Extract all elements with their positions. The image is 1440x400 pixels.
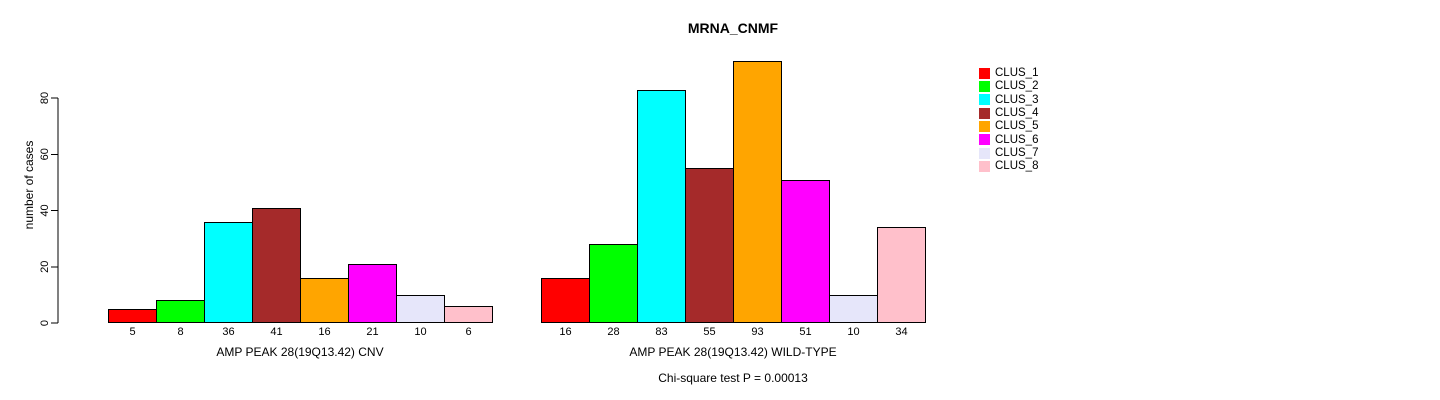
bar-CLUS_6 [348, 264, 397, 323]
legend-label: CLUS_7 [995, 147, 1039, 160]
chart-title: MRNA_CNMF [687, 20, 779, 36]
bar-value-label: 6 [465, 326, 472, 338]
legend-swatch-icon [979, 147, 990, 159]
bar-CLUS_1 [541, 278, 590, 323]
legend-label: CLUS_3 [995, 93, 1039, 106]
y-tick-label: 0 [39, 320, 51, 326]
bar-value-label: 10 [847, 326, 860, 338]
legend-label: CLUS_8 [995, 160, 1039, 173]
legend-row-CLUS_1: CLUS_1 [979, 67, 1038, 79]
legend-swatch-icon [979, 94, 990, 106]
bar-CLUS_4 [252, 208, 301, 323]
legend-row-CLUS_6: CLUS_6 [979, 134, 1038, 146]
legend-row-CLUS_7: CLUS_7 [979, 147, 1038, 159]
bar-value-label: 41 [270, 326, 283, 338]
legend-label: CLUS_4 [995, 107, 1039, 120]
legend-swatch-icon [979, 80, 990, 92]
bar-value-label: 5 [129, 326, 136, 338]
legend-swatch-icon [979, 160, 990, 172]
legend-swatch-icon [979, 67, 990, 79]
bar-value-label: 21 [366, 326, 379, 338]
y-axis-ticks: 0 20 40 60 80 [39, 92, 59, 326]
x-axis-title-left: AMP PEAK 28(19Q13.42) CNV [216, 345, 384, 359]
bar-CLUS_8 [877, 227, 926, 323]
x-axis-title-right: AMP PEAK 28(19Q13.42) WILD-TYPE [629, 345, 837, 359]
legend-row-CLUS_8: CLUS_8 [979, 160, 1038, 172]
bar-value-label: 16 [559, 326, 572, 338]
legend-row-CLUS_4: CLUS_4 [979, 107, 1038, 119]
y-axis-label: number of cases [22, 141, 36, 230]
bar-CLUS_5 [300, 278, 349, 323]
legend-label: CLUS_6 [995, 133, 1039, 146]
bar-value-label: 34 [895, 326, 908, 338]
legend-row-CLUS_5: CLUS_5 [979, 120, 1038, 132]
chi-square-note: Chi-square test P = 0.00013 [658, 371, 808, 385]
legend-swatch-icon [979, 120, 990, 132]
bar-CLUS_3 [637, 90, 686, 323]
legend-label: CLUS_5 [995, 120, 1039, 133]
y-tick-label: 80 [39, 92, 51, 104]
legend-row-CLUS_2: CLUS_2 [979, 80, 1038, 92]
y-tick-label: 60 [39, 148, 51, 160]
legend-label: CLUS_2 [995, 80, 1039, 93]
bar-CLUS_6 [781, 180, 830, 323]
bar-value-label: 10 [414, 326, 427, 338]
legend-row-CLUS_3: CLUS_3 [979, 94, 1038, 106]
bar-CLUS_5 [733, 61, 782, 323]
bar-value-label: 8 [177, 326, 184, 338]
bar-value-label: 83 [655, 326, 668, 338]
bar-value-label: 93 [751, 326, 764, 338]
bar-CLUS_7 [829, 295, 878, 323]
bar-CLUS_4 [685, 168, 734, 323]
bar-value-label: 51 [799, 326, 812, 338]
bar-value-label: 36 [222, 326, 235, 338]
bar-CLUS_8 [444, 306, 493, 323]
legend-label: CLUS_1 [995, 67, 1039, 79]
y-tick-label: 20 [39, 261, 51, 273]
y-tick-label: 40 [39, 204, 51, 216]
bar-CLUS_2 [589, 244, 638, 323]
bar-value-label: 55 [703, 326, 716, 338]
bar-value-label: 16 [318, 326, 331, 338]
bar-CLUS_3 [204, 222, 253, 323]
legend-swatch-icon [979, 107, 990, 119]
y-axis: number of cases 0 20 40 60 80 [22, 92, 59, 326]
legend-swatch-icon [979, 134, 990, 146]
bar-value-label: 28 [607, 326, 620, 338]
